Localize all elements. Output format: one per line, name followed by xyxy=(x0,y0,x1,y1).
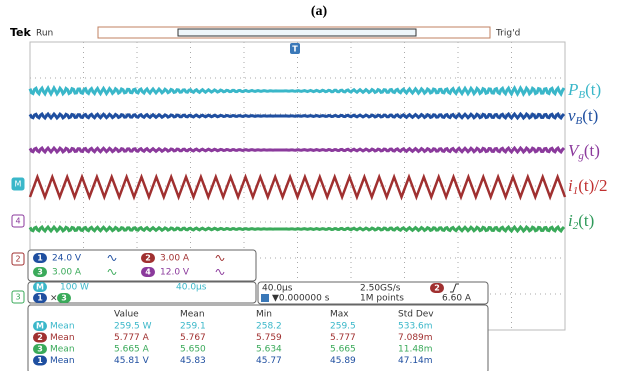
measurement-value: 5.767 xyxy=(180,333,206,343)
measurement-value: 45.77 xyxy=(256,356,282,366)
channel-badge-label: 3 xyxy=(61,294,67,303)
trace xyxy=(30,114,564,118)
measurement-value: 259.5 xyxy=(330,322,356,332)
trace-label: PB(t) xyxy=(567,80,601,101)
measurement-value: 258.2 xyxy=(256,322,282,332)
label-tail: (t) xyxy=(578,211,594,230)
channel-scale: 24.0 V xyxy=(52,254,82,264)
measurement-value: 45.81 V xyxy=(114,356,150,366)
trigger-marker: T xyxy=(292,45,298,54)
position-icon xyxy=(261,294,269,302)
scope-screen: (a) Tek Run Trig'd T PB(t) vB(t) Vg(t) i1(t… xyxy=(0,0,639,371)
column-header: Std Dev xyxy=(398,310,434,320)
measurement-value: 5.665 A xyxy=(114,345,150,355)
measurement-value: 533.6m xyxy=(398,322,433,332)
measurement-value: 45.83 xyxy=(180,356,206,366)
measurement-value: 7.089m xyxy=(398,333,433,343)
record-length: 1M points xyxy=(360,294,404,304)
math-op: × xyxy=(50,294,58,304)
channel-marker-label: 3 xyxy=(15,293,20,302)
trace-label: Vg(t) xyxy=(568,141,600,162)
channel-badge-label: 3 xyxy=(37,268,43,277)
channel-badge-label: 3 xyxy=(37,345,43,354)
measurement-value: 47.14m xyxy=(398,356,433,366)
stat-name: Mean xyxy=(50,356,75,366)
stat-name: Mean xyxy=(50,345,75,355)
measurement-value: 11.48m xyxy=(398,345,433,355)
record-window xyxy=(178,29,416,36)
label-tail: (t)/2 xyxy=(578,176,607,195)
trace xyxy=(30,88,564,94)
channel-badge-label: M xyxy=(36,283,44,292)
measurement-value: 5.634 xyxy=(256,345,282,355)
channel-scale: 3.00 A xyxy=(52,268,82,278)
measurement-value: 259.5 W xyxy=(114,322,152,332)
trace xyxy=(30,148,564,152)
run-status: Run xyxy=(36,29,53,39)
column-header: Mean xyxy=(180,310,205,320)
channel-badge-label: 4 xyxy=(145,268,151,277)
channel-badge-label: 2 xyxy=(37,333,43,342)
label-main: P xyxy=(567,80,578,99)
measurement-value: 5.665 xyxy=(330,345,356,355)
position: ▼0.000000 s xyxy=(272,294,330,304)
measurement-value: 5.777 A xyxy=(114,333,150,343)
trace-label: i1(t)/2 xyxy=(568,176,608,197)
stat-name: Mean xyxy=(50,333,75,343)
traces xyxy=(30,88,565,231)
channel-marker-label: M xyxy=(15,180,22,189)
math-scale: 100 W xyxy=(60,283,89,293)
channel-marker-label: 2 xyxy=(15,255,20,264)
brand: Tek xyxy=(10,26,32,39)
math-time: 40.0µs xyxy=(176,283,207,293)
trace xyxy=(30,227,564,231)
label-tail: (t) xyxy=(585,80,601,99)
channel-badge-label: 1 xyxy=(37,254,43,263)
channel-badge-label: 1 xyxy=(37,356,43,365)
column-header: Max xyxy=(330,310,349,320)
channel-scale: 12.0 V xyxy=(160,268,190,278)
column-header: Value xyxy=(114,310,139,320)
trace-label: i2(t) xyxy=(568,211,594,232)
channel-badge-label: 2 xyxy=(434,284,440,293)
channel-scale: 3.00 A xyxy=(160,254,190,264)
column-header: Min xyxy=(256,310,272,320)
stat-name: Mean xyxy=(50,322,75,332)
sample-rate: 2.50GS/s xyxy=(360,284,401,294)
channel-badge-label: 1 xyxy=(37,294,43,303)
figure-label: (a) xyxy=(311,4,328,19)
trace-label: vB(t) xyxy=(568,106,598,127)
measurement-value: 45.89 xyxy=(330,356,356,366)
timebase: 40.0µs xyxy=(262,284,293,294)
trigger-status: Trig'd xyxy=(495,29,520,39)
measurement-value: 259.1 xyxy=(180,322,206,332)
measurement-value: 5.759 xyxy=(256,333,282,343)
measurement-value: 5.777 xyxy=(330,333,356,343)
channel-badge-label: M xyxy=(36,322,44,331)
info-panels: 1 24.0 V 2 3.00 A 3 3.00 A 4 12.0 V M 100 W 40.0µs… xyxy=(28,250,488,371)
channel-marker-label: 4 xyxy=(15,217,20,226)
label-tail: (t) xyxy=(582,106,598,125)
channel-badge-label: 2 xyxy=(145,254,151,263)
label-tail: (t) xyxy=(584,141,600,160)
measurement-value: 5.650 xyxy=(180,345,206,355)
trigger-level: 6.60 A xyxy=(442,294,472,304)
